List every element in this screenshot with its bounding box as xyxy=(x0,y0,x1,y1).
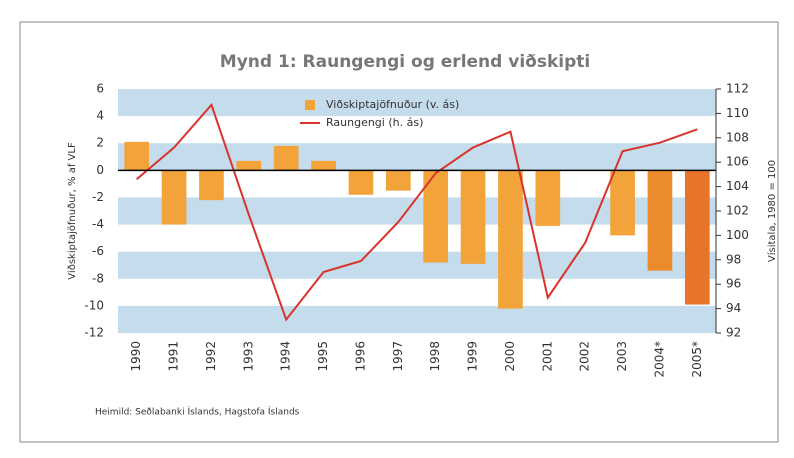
y2-tick-label: 110 xyxy=(726,106,749,120)
y2-tick-label: 98 xyxy=(726,252,741,266)
x-tick-label: 2002 xyxy=(578,341,592,372)
bar xyxy=(311,160,336,171)
y-tick-label: -6 xyxy=(92,244,104,258)
y2-tick-label: 96 xyxy=(726,277,741,291)
x-tick-label: 1994 xyxy=(279,341,293,372)
bar xyxy=(423,170,449,263)
y-axis-label: Viðskiptajöfnuður, % af VLF xyxy=(67,142,78,280)
line xyxy=(136,102,698,322)
y-tick-label: -2 xyxy=(92,190,104,204)
bar xyxy=(348,170,374,195)
bar xyxy=(161,170,187,225)
bar xyxy=(684,170,710,305)
y-tick-label: -10 xyxy=(84,298,104,312)
x-tick-label: 2005* xyxy=(690,341,704,378)
source: Heimild: Seðlabanki Íslands, Hagstofa Ís… xyxy=(95,406,300,418)
x-tick-label: 2004* xyxy=(652,341,666,378)
y-tick-label: 6 xyxy=(96,82,104,96)
y2-axis-label: Vísitala, 1980 = 100 xyxy=(766,160,778,262)
chart-title: Mynd 1: Raungengi og erlend viðskipti xyxy=(220,52,590,72)
bar xyxy=(199,170,224,201)
y2-tick-label: 106 xyxy=(726,155,749,169)
y2-tick-label: 92 xyxy=(726,326,741,340)
legend-label: Raungengi (h. ás) xyxy=(326,116,423,129)
y-tick-label: -8 xyxy=(92,271,104,285)
bar xyxy=(498,170,523,309)
y2-tick-label: 108 xyxy=(726,130,749,144)
x-tick-label: 1995 xyxy=(316,341,330,372)
y2-tick-label: 112 xyxy=(726,82,749,96)
bar xyxy=(647,170,673,271)
y-tick-label: -4 xyxy=(92,217,104,231)
legend-label: Viðskiptajöfnuður (v. ás) xyxy=(326,98,459,111)
y2-tick-label: 94 xyxy=(726,301,741,315)
bar xyxy=(385,170,411,191)
x-tick-label: 1996 xyxy=(353,341,367,372)
x-tick-label: 2003 xyxy=(615,341,629,372)
stripe xyxy=(118,251,716,279)
x-tick-label: 1991 xyxy=(167,341,181,372)
bar xyxy=(273,145,299,171)
y-tick-label: -12 xyxy=(84,326,104,340)
bar xyxy=(124,141,150,171)
y2-tick-label: 102 xyxy=(726,204,749,218)
x-tick-label: 1993 xyxy=(241,341,255,372)
y2-tick-label: 100 xyxy=(726,228,749,242)
y-tick-label: 4 xyxy=(96,109,104,123)
x-tick-label: 1992 xyxy=(204,341,218,372)
y2-tick-label: 104 xyxy=(726,179,749,193)
x-tick-label: 2000 xyxy=(503,341,517,372)
x-tick-label: 1998 xyxy=(428,341,442,372)
x-tick-label: 2001 xyxy=(540,341,554,372)
bar xyxy=(535,170,561,226)
legend-swatch xyxy=(305,100,315,110)
stripe xyxy=(118,143,716,171)
stripe xyxy=(118,305,716,333)
x-tick-label: 1990 xyxy=(129,341,143,372)
bar xyxy=(460,170,486,264)
y-tick-label: 2 xyxy=(96,136,104,150)
x-tick-label: 1999 xyxy=(466,341,480,372)
y-tick-label: 0 xyxy=(96,163,104,177)
x-tick-label: 1997 xyxy=(391,341,405,372)
stripe xyxy=(118,89,716,117)
bar xyxy=(610,170,635,236)
bar xyxy=(236,160,262,171)
